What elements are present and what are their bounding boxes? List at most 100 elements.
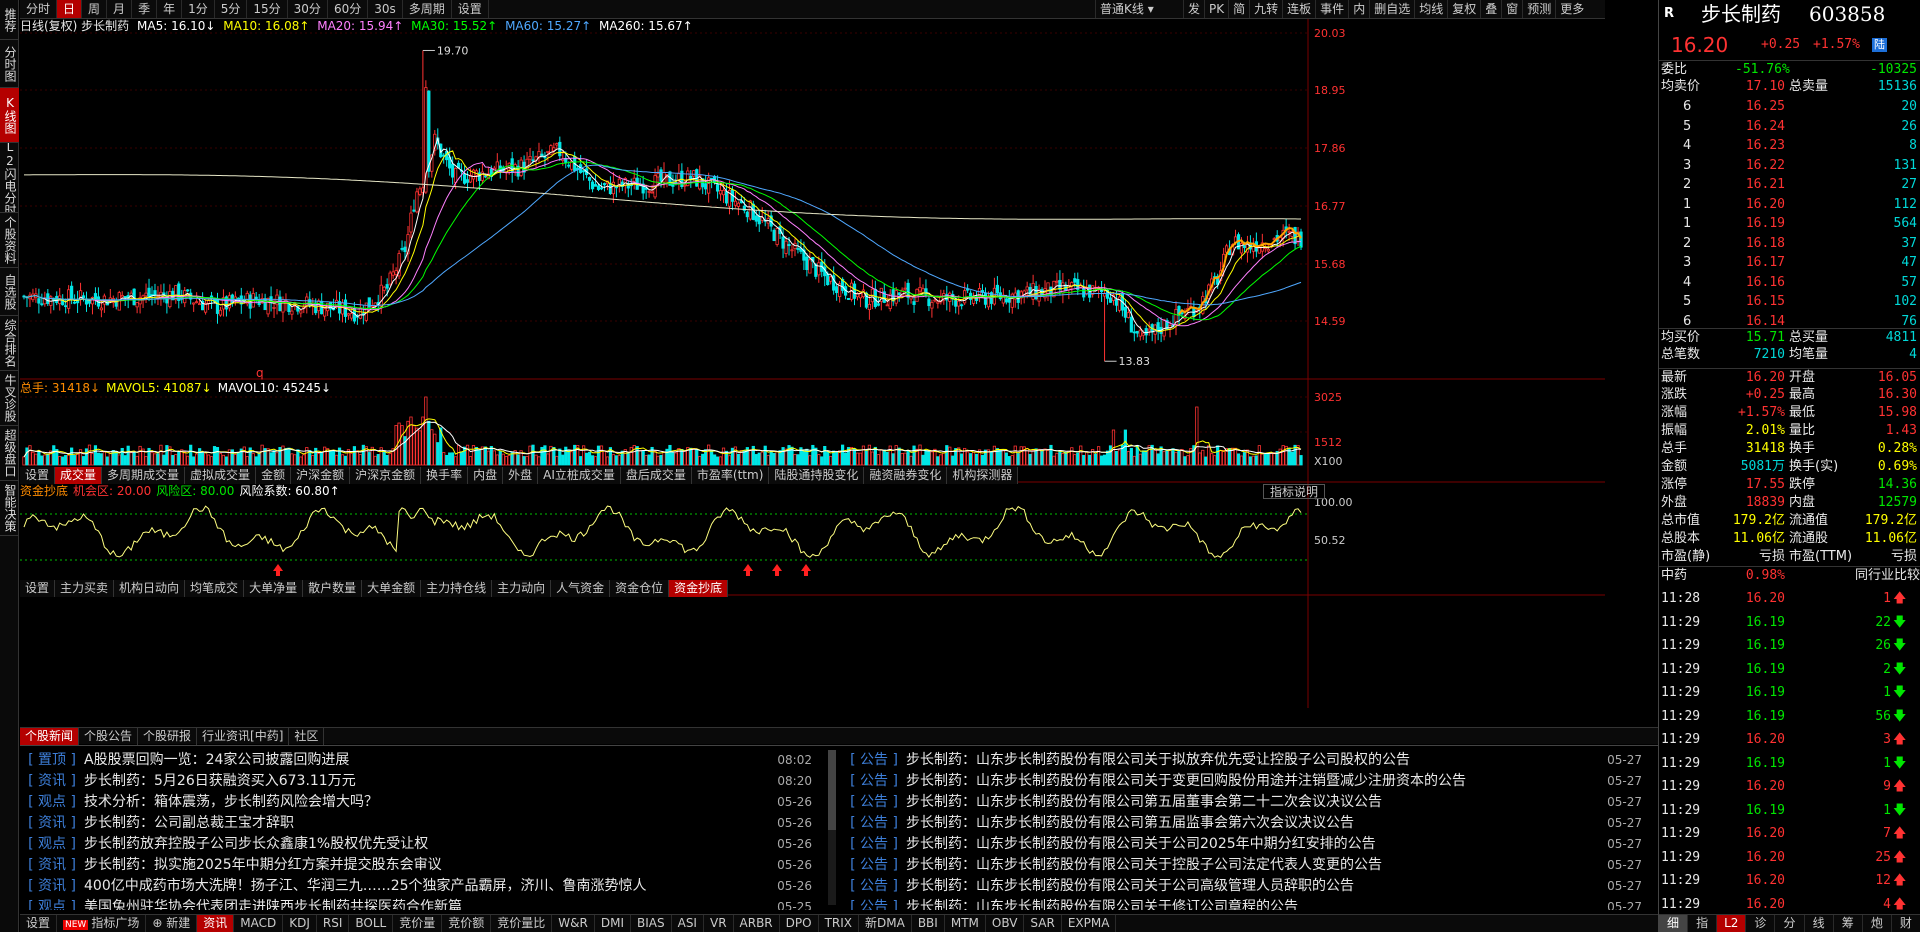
left-rail-item[interactable]: 个股资料	[0, 213, 19, 268]
bottom-indicator-tab[interactable]: KDJ	[283, 915, 317, 932]
news-title[interactable]: A股股票回购一览：24家公司披露回购进展	[84, 752, 350, 768]
tab-news.tabs[interactable]: 社区	[289, 727, 325, 745]
bottom-indicator-tab[interactable]: W&R	[552, 915, 595, 932]
quote-bottom-tab[interactable]: L2	[1717, 915, 1747, 932]
left-rail-item[interactable]: L2闪电分时	[0, 143, 19, 213]
chart-tool-button[interactable]: 九转	[1249, 0, 1282, 18]
news-title[interactable]: 步长制药：山东步长制药股份有限公司关于修订公司章程的公告	[906, 899, 1298, 910]
news-title[interactable]: 步长制药：5月26日获融资买入673.11万元	[84, 773, 356, 789]
news-item[interactable]: [ 置顶 ] A股股票回购一览：24家公司披露回购进展 08:02	[20, 750, 812, 771]
tab-indicator_tabs[interactable]: 大单净量	[244, 580, 304, 597]
period-button[interactable]: 设置	[452, 0, 489, 18]
news-item[interactable]: [ 公告 ] 步长制药：山东步长制药股份有限公司关于公司2025年中期分红安排的公…	[842, 834, 1642, 855]
quote-bottom-tab[interactable]: 筹	[1834, 915, 1863, 932]
chart-tool-button[interactable]: 事件	[1315, 0, 1348, 18]
left-rail-item[interactable]: 推荐	[0, 0, 19, 40]
tab-indicator_tabs[interactable]: 主力买卖	[55, 580, 115, 597]
period-button[interactable]: 日	[57, 0, 83, 18]
tab-volume_tabs[interactable]: 市盈率(ttm)	[692, 467, 770, 484]
chart-tool-button[interactable]: 复权	[1447, 0, 1480, 18]
news-item[interactable]: [ 公告 ] 步长制药：山东步长制药股份有限公司关于变更回购股份用途并注销暨减少注…	[842, 771, 1642, 792]
news-item[interactable]: [ 资讯 ] 步长制药：拟实施2025年中期分红方案并提交股东会审议 05-26	[20, 855, 812, 876]
news-item[interactable]: [ 观点 ] 技术分析：箱体震荡，步长制药风险会增大吗？ 05-26	[20, 792, 812, 813]
tab-volume_tabs[interactable]: AI立桩成交量	[538, 467, 621, 484]
quote-bottom-tab[interactable]: 分	[1775, 915, 1805, 932]
period-button[interactable]: 季	[132, 0, 158, 18]
quote-bottom-tab[interactable]: 炮	[1863, 915, 1892, 932]
tab-volume_tabs[interactable]: 陆股通持股变化	[769, 467, 865, 484]
tab-indicator_tabs[interactable]: 大单金额	[362, 580, 422, 597]
bottom-indicator-tab[interactable]: MTM	[945, 915, 986, 932]
tab-volume_tabs[interactable]: 融资融券变化	[864, 467, 948, 484]
news-title[interactable]: 步长制药：拟实施2025年中期分红方案并提交股东会审议	[84, 857, 442, 873]
news-item[interactable]: [ 公告 ] 步长制药：山东步长制药股份有限公司第五届监事会第六次会议决议公告 05…	[842, 813, 1642, 834]
news-item[interactable]: [ 公告 ] 步长制药：山东步长制药股份有限公司关于修订公司章程的公告 05-27	[842, 897, 1642, 910]
bottom-indicator-tab[interactable]: 竞价额	[442, 915, 492, 932]
bottom-indicator-tab[interactable]: ASI	[672, 915, 704, 932]
bottom-indicator-tab[interactable]: TRIX	[819, 915, 860, 932]
period-button[interactable]: 周	[82, 0, 108, 18]
news-title[interactable]: 步长制药：公司副总裁王宝才辞职	[84, 815, 294, 831]
chart-tool-button[interactable]: 删自选	[1369, 0, 1414, 18]
news-item[interactable]: [ 公告 ] 步长制药：山东步长制药股份有限公司关于公司高级管理人员辞职的公告 05…	[842, 876, 1642, 897]
news-item[interactable]: [ 公告 ] 步长制药：山东步长制药股份有限公司第五届董事会第二十二次会议决议公告…	[842, 792, 1642, 813]
tab-volume_tabs[interactable]: 外盘	[503, 467, 539, 484]
news-title[interactable]: 步长制药：山东步长制药股份有限公司关于控股子公司法定代表人变更的公告	[906, 857, 1382, 873]
indicator-help-button[interactable]: 指标说明	[1263, 484, 1326, 499]
period-button[interactable]: 年	[157, 0, 183, 18]
period-button[interactable]: 月	[107, 0, 133, 18]
tab-volume_tabs[interactable]: 盘后成交量	[621, 467, 692, 484]
chart-tool-button[interactable]: PK	[1204, 0, 1228, 18]
bottom-indicator-tab[interactable]: 竞价量	[393, 915, 443, 932]
bottom-indicator-tab[interactable]: BBI	[912, 915, 945, 932]
period-button[interactable]: 多周期	[403, 0, 452, 18]
bottom-indicator-tab[interactable]: 设置	[20, 915, 58, 932]
chart-tool-button[interactable]: 发	[1183, 0, 1204, 18]
quote-bottom-tab[interactable]: 指	[1688, 915, 1718, 932]
tab-news.tabs[interactable]: 个股公告	[79, 727, 139, 745]
tab-indicator_tabs[interactable]: 资金仓位	[610, 580, 670, 597]
chart-tool-button[interactable]: 窗	[1501, 0, 1522, 18]
chart-tool-button[interactable]: 更多	[1555, 0, 1588, 18]
quote-bottom-tab[interactable]: 诊	[1746, 915, 1776, 932]
tab-volume_tabs[interactable]: 沪深金额	[291, 467, 351, 484]
news-title[interactable]: 步长制药：山东步长制药股份有限公司关于变更回购股份用途并注销暨减少注册资本的公告	[906, 773, 1466, 789]
period-button[interactable]: 1分	[182, 0, 215, 18]
tab-volume_tabs[interactable]: 金额	[256, 467, 292, 484]
news-scrollbar[interactable]	[828, 750, 836, 905]
tab-news.tabs[interactable]: 个股研报	[138, 727, 198, 745]
period-button[interactable]: 30s	[368, 0, 403, 18]
tab-indicator_tabs[interactable]: 主力持仓线	[421, 580, 493, 597]
left-rail-item[interactable]: 智能决策	[0, 481, 19, 536]
news-title[interactable]: 400亿中成药市场大洗牌！扬子江、华润三九……25个独家产品霸屏，济川、鲁南涨势…	[84, 878, 647, 894]
period-button[interactable]: 分时	[20, 0, 58, 18]
bottom-indicator-tab[interactable]: BOLL	[349, 915, 394, 932]
kline-type-select[interactable]: 普通K线 ▾	[1095, 0, 1183, 18]
chart-tool-button[interactable]: 内	[1348, 0, 1369, 18]
period-button[interactable]: 60分	[328, 0, 369, 18]
news-title[interactable]: 技术分析：箱体震荡，步长制药风险会增大吗？	[84, 794, 378, 810]
bottom-indicator-tab[interactable]: 资讯	[197, 915, 235, 932]
left-rail-item[interactable]: 综合排名	[0, 316, 19, 371]
tab-volume_tabs[interactable]: 成交量	[55, 467, 103, 484]
left-rail-item[interactable]: 自选股	[0, 268, 19, 316]
news-item[interactable]: [ 公告 ] 步长制药：山东步长制药股份有限公司关于控股子公司法定代表人变更的公告…	[842, 855, 1642, 876]
news-title[interactable]: 步长制药：山东步长制药股份有限公司关于公司2025年中期分红安排的公告	[906, 836, 1376, 852]
news-title[interactable]: 步长制药：山东步长制药股份有限公司关于拟放弃优先受让控股子公司股权的公告	[906, 752, 1410, 768]
bottom-indicator-tab[interactable]: EXPMA	[1062, 915, 1117, 932]
tab-indicator_tabs[interactable]: 设置	[20, 580, 56, 597]
tab-volume_tabs[interactable]: 沪深京金额	[350, 467, 422, 484]
news-title[interactable]: 步长制药：山东步长制药股份有限公司第五届董事会第二十二次会议决议公告	[906, 794, 1382, 810]
left-rail-item[interactable]: 分时图	[0, 40, 19, 88]
bottom-indicator-tab[interactable]: MACD	[234, 915, 284, 932]
news-item[interactable]: [ 资讯 ] 步长制药：5月26日获融资买入673.11万元 08:20	[20, 771, 812, 792]
left-rail-item[interactable]: 牛叉诊股	[0, 371, 19, 426]
period-button[interactable]: 5分	[215, 0, 248, 18]
chart-tool-button[interactable]: 连板	[1282, 0, 1315, 18]
news-item[interactable]: [ 观点 ] 步长制药放弃控股子公司步长众鑫康1%股权优先受让权 05-26	[20, 834, 812, 855]
quote-bottom-tab[interactable]: 线	[1805, 915, 1834, 932]
tab-volume_tabs[interactable]: 机构探测器	[947, 467, 1019, 484]
tab-news.tabs[interactable]: 个股新闻	[20, 727, 80, 745]
tab-indicator_tabs[interactable]: 机构日动向	[114, 580, 186, 597]
chart-tool-button[interactable]: 预测	[1522, 0, 1555, 18]
